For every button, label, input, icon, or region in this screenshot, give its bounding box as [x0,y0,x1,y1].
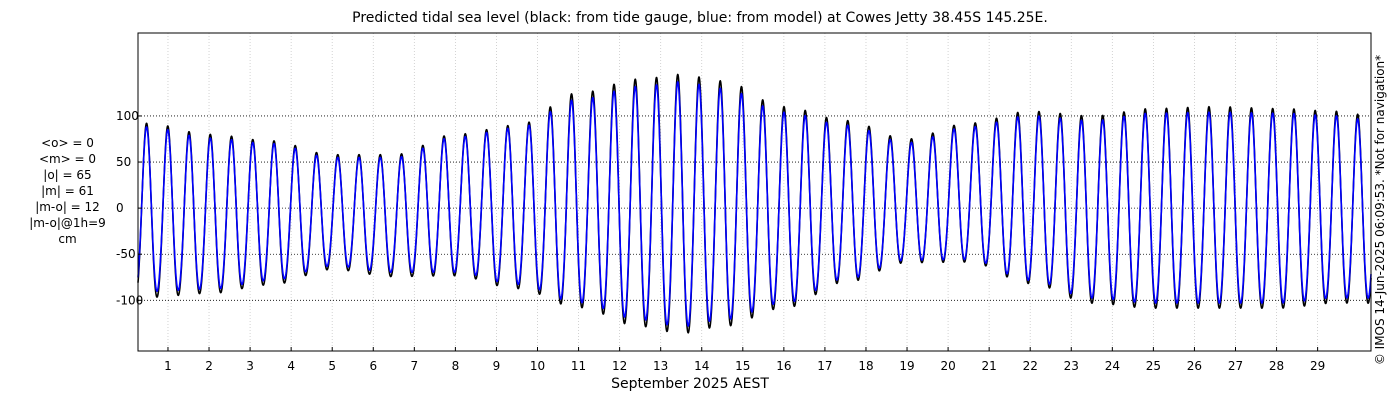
x-tick-label: 18 [858,359,873,373]
x-tick-label: 21 [982,359,997,373]
x-tick-label: 27 [1228,359,1243,373]
x-tick-label: 24 [1105,359,1120,373]
y-tick-label: 0 [116,201,124,215]
x-tick-label: 29 [1310,359,1325,373]
series-layer [137,73,1372,334]
x-tick-label: 26 [1187,359,1202,373]
copyright-notice: © IMOS 14-Jun-2025 06:09:53. *Not for na… [1373,54,1387,366]
x-tick-label: 25 [1146,359,1161,373]
x-tick-label: 5 [328,359,336,373]
stat-abs-model: |m| = 61 [41,184,94,198]
x-tick-label: 3 [246,359,254,373]
x-tick-label: 7 [411,359,419,373]
x-tick-label: 23 [1064,359,1079,373]
y-tick-label: -100 [116,293,143,307]
x-tick-label: 28 [1269,359,1284,373]
y-tick-label: 50 [116,155,131,169]
x-tick-label: 6 [369,359,377,373]
stat-abs-diff: |m-o| = 12 [35,200,100,214]
x-tick-label: 15 [735,359,750,373]
stat-mean-model: <m> = 0 [38,152,97,166]
x-axis-label: September 2025 AEST [611,376,769,392]
stats-panel: <o> = 0 <m> = 0 |o| = 65 |m| = 61 |m-o| … [20,135,115,247]
x-tick-label: 4 [287,359,295,373]
grid-layer [138,33,1371,351]
y-tick-label: 100 [116,109,139,123]
x-tick-label: 17 [817,359,832,373]
series-line [137,81,1372,327]
x-tick-label: 19 [899,359,914,373]
x-tick-label: 12 [612,359,627,373]
x-tick-label: 2 [205,359,213,373]
y-tick-label: -50 [116,247,136,261]
x-tick-label: 10 [530,359,545,373]
x-tick-label: 1 [164,359,172,373]
plot-frame [137,32,1372,352]
stat-abs-obs: |o| = 65 [43,168,92,182]
x-tick-label: 16 [776,359,791,373]
x-tick-label: 9 [493,359,501,373]
ticks-layer: 1 2 3 4 5 6 7 8 9 10 11 12 13 14 15 16 17 18 19 20 21 22 23 24 2… [116,109,1325,373]
stat-abs-diff-1h: |m-o|@1h=9 [29,216,106,230]
x-tick-label: 22 [1023,359,1038,373]
x-tick-label: 20 [940,359,955,373]
x-tick-label: 14 [694,359,709,373]
x-tick-label: 13 [653,359,668,373]
x-tick-label: 11 [571,359,586,373]
chart-title: Predicted tidal sea level (black: from t… [352,10,1048,26]
stat-mean-obs: <o> = 0 [41,136,94,150]
stat-unit: cm [58,232,77,246]
x-tick-label: 8 [452,359,460,373]
